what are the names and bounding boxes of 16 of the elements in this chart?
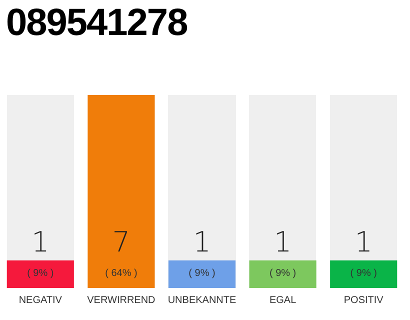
- x-tick-label: VERWIRREND: [87, 294, 156, 306]
- chart-title: 089541278: [6, 1, 188, 46]
- annotation: ( 9% ): [27, 268, 54, 279]
- annotation: ( 64% ): [105, 268, 138, 279]
- x-tick-label: NEGATIV: [18, 294, 62, 306]
- x-tick-label: UNBEKANNTE: [168, 294, 236, 306]
- data-label: 1: [354, 225, 373, 258]
- annotation: ( 9% ): [350, 268, 377, 279]
- data-label: 7: [112, 225, 130, 258]
- data-label: 1: [274, 225, 292, 258]
- data-label: 1: [31, 225, 50, 258]
- data-label: 1: [193, 225, 211, 258]
- x-tick-label: EGAL: [269, 294, 297, 306]
- annotation: ( 9% ): [188, 268, 216, 279]
- annotation: ( 9% ): [269, 268, 296, 279]
- x-tick-label: POSITIV: [344, 294, 384, 306]
